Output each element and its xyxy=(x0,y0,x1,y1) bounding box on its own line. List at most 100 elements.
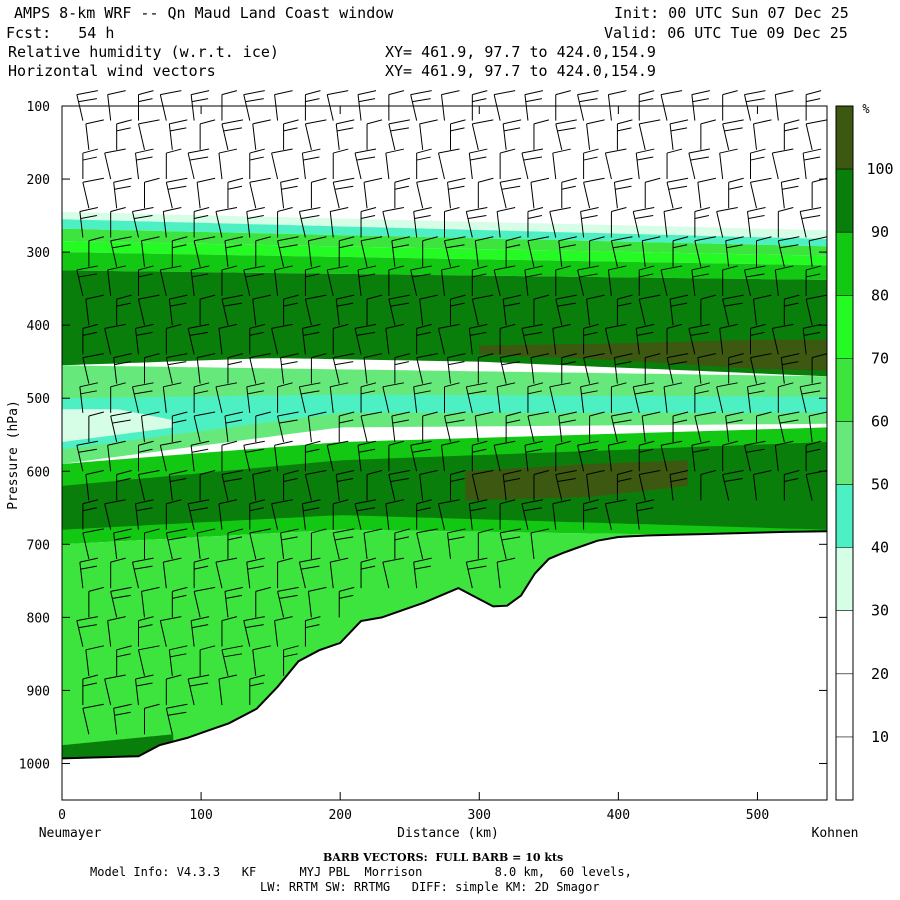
barb-flag xyxy=(194,565,209,570)
barb-flag xyxy=(281,536,298,541)
wind-barb xyxy=(252,294,271,326)
wind-barb xyxy=(116,119,132,150)
wind-barb xyxy=(116,294,132,326)
barb-flag xyxy=(227,536,243,541)
barb-shaft xyxy=(298,562,306,589)
barb-flag xyxy=(191,616,210,622)
barb-shaft xyxy=(747,386,751,413)
barb-shaft xyxy=(753,123,757,150)
barb-flag xyxy=(388,440,404,446)
wind-barb xyxy=(326,265,349,297)
barb-flag xyxy=(224,236,244,242)
wind-barb xyxy=(301,323,321,355)
wind-barb xyxy=(162,382,182,413)
wind-barb xyxy=(499,177,522,209)
wind-barb xyxy=(135,323,154,355)
barb-shaft xyxy=(190,445,195,472)
x-tick-label: 400 xyxy=(607,808,630,823)
barb-flag xyxy=(166,499,182,505)
barb-flag xyxy=(636,148,655,154)
barb-flag xyxy=(746,448,765,453)
wind-barb xyxy=(394,528,410,559)
wind-barb xyxy=(168,119,188,150)
wind-barb xyxy=(533,294,550,326)
barb-flag xyxy=(78,273,97,278)
barb-flag xyxy=(249,156,264,161)
barb-flag xyxy=(416,177,438,183)
barb-flag xyxy=(194,207,210,212)
barb-shaft xyxy=(438,503,445,530)
barb-flag xyxy=(85,294,104,300)
barb-shaft xyxy=(552,152,557,180)
colorbar-band xyxy=(836,358,853,422)
barb-flag xyxy=(506,411,522,417)
barb-flag xyxy=(561,353,577,359)
barb-shaft xyxy=(438,152,445,180)
barb-shaft xyxy=(332,357,340,384)
barb-flag xyxy=(190,156,209,161)
wind-barb xyxy=(138,645,160,676)
barb-flag xyxy=(806,440,822,446)
rh-layer xyxy=(62,409,174,442)
barb-flag xyxy=(271,148,293,154)
barb-shaft xyxy=(744,445,751,472)
barb-flag xyxy=(694,382,710,388)
wind-barb xyxy=(805,294,828,326)
wind-barb xyxy=(577,440,599,472)
barb-shaft xyxy=(530,182,535,209)
wind-barb xyxy=(811,353,828,384)
barb-shaft xyxy=(474,240,479,267)
wind-barb xyxy=(144,703,160,735)
barb-flag xyxy=(608,440,627,446)
barb-shaft xyxy=(808,415,813,443)
wind-barb xyxy=(366,294,383,326)
wind-barb xyxy=(135,674,154,706)
barb-shaft xyxy=(493,445,501,472)
barb-flag xyxy=(472,273,487,278)
wind-barb xyxy=(465,207,488,238)
wind-barb xyxy=(138,440,154,472)
barb-flag xyxy=(639,265,655,271)
wind-barb xyxy=(388,469,410,501)
wind-barb xyxy=(697,177,716,209)
wind-barb xyxy=(805,119,828,150)
barb-flag xyxy=(305,273,320,278)
barb-shaft xyxy=(85,474,90,501)
barb-shaft xyxy=(663,211,668,238)
barb-flag xyxy=(722,294,744,300)
barb-shaft xyxy=(190,620,195,647)
barb-flag xyxy=(163,382,182,388)
barb-flag xyxy=(700,294,716,300)
field-name-rh: Relative humidity (w.r.t. ice) xyxy=(8,43,279,61)
barb-flag xyxy=(694,207,710,212)
barb-shaft xyxy=(719,152,724,180)
barb-flag xyxy=(697,177,716,183)
y-tick-label: 400 xyxy=(27,319,50,334)
wind-barb xyxy=(700,470,716,501)
barb-flag xyxy=(448,185,465,190)
barb-flag xyxy=(472,98,487,103)
wind-barb xyxy=(76,90,98,121)
barb-flag xyxy=(617,294,633,300)
barb-flag xyxy=(190,507,209,512)
barb-flag xyxy=(360,207,377,212)
wind-barb xyxy=(577,90,599,121)
barb-flag xyxy=(672,419,688,424)
wind-barb xyxy=(307,236,327,267)
wind-barb xyxy=(802,323,822,355)
wind-barb xyxy=(85,119,104,150)
wind-barb xyxy=(638,90,655,121)
barb-flag xyxy=(227,185,243,190)
barb-flag xyxy=(663,382,683,388)
barb-shaft xyxy=(187,678,195,706)
barb-flag xyxy=(247,215,264,219)
barb-shaft xyxy=(632,386,640,413)
barb-flag xyxy=(80,565,97,570)
barb-flag xyxy=(500,148,516,154)
barb-flag xyxy=(559,244,576,249)
barb-flag xyxy=(116,127,131,132)
barb-flag xyxy=(722,440,738,446)
barb-shaft xyxy=(360,240,368,267)
wind-barb xyxy=(360,207,377,238)
barb-shaft xyxy=(104,678,112,706)
